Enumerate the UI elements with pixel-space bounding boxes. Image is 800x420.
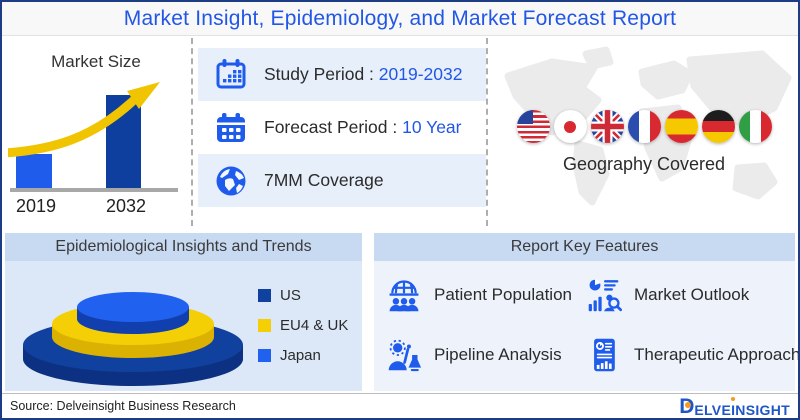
legend-item-us: US bbox=[258, 287, 348, 304]
page-title: Market Insight, Epidemiology, and Market… bbox=[123, 6, 677, 30]
flag-italy-icon bbox=[738, 110, 772, 143]
forecast-period-text: Forecast Period : 10 Year bbox=[264, 117, 462, 138]
dashed-divider bbox=[191, 38, 193, 226]
legend-swatch-us bbox=[258, 289, 271, 302]
globe-icon bbox=[216, 166, 246, 195]
flag-france-icon bbox=[627, 110, 661, 143]
epidemiology-body: US EU4 & UK Japan bbox=[5, 261, 362, 391]
logo-i-dot bbox=[731, 396, 736, 401]
tiered-podium-chart bbox=[23, 292, 243, 386]
footer: Source: Delveinsight Business Research D… bbox=[2, 393, 798, 418]
feature-label: Market Outlook bbox=[634, 285, 750, 304]
legend-label-japan: Japan bbox=[280, 347, 321, 364]
flag-germany-icon bbox=[701, 110, 735, 143]
market-outlook-icon bbox=[588, 279, 622, 312]
feature-market-outlook: Market Outlook bbox=[586, 277, 749, 313]
dashed-divider bbox=[486, 38, 488, 226]
flag-row bbox=[490, 110, 798, 143]
forecast-period-label: Forecast Period : bbox=[264, 117, 403, 137]
delveinsight-logo: DELVEINSIGHT bbox=[679, 396, 790, 417]
calendar-rings-icon bbox=[216, 58, 246, 88]
coverage-label: 7MM Coverage bbox=[264, 170, 384, 190]
logo-text: ELVE INSIGHT bbox=[694, 396, 790, 418]
market-size-panel: Market Size 2019 2032 bbox=[2, 36, 190, 228]
logo-d-mark: D bbox=[679, 396, 694, 417]
legend-item-japan: Japan bbox=[258, 347, 348, 364]
legend-swatch-eu4-uk bbox=[258, 319, 271, 332]
study-period-row: Study Period : 2019-2032 bbox=[198, 48, 486, 101]
feature-label: Patient Population bbox=[434, 285, 572, 304]
title-bar: Market Insight, Epidemiology, and Market… bbox=[2, 2, 798, 36]
coverage-text: 7MM Coverage bbox=[264, 170, 384, 191]
feature-label: Therapeutic Approaches bbox=[634, 345, 800, 364]
growth-arrow-head bbox=[127, 82, 160, 109]
legend-label-eu4-uk: EU4 & UK bbox=[280, 317, 349, 334]
podium-legend: US EU4 & UK Japan bbox=[258, 287, 348, 377]
calendar-filled-icon bbox=[217, 112, 245, 142]
coverage-row: 7MM Coverage bbox=[198, 154, 486, 207]
feature-pipeline-analysis: Pipeline Analysis bbox=[386, 337, 562, 373]
axis-label-2019: 2019 bbox=[15, 196, 57, 216]
feature-therapeutic-approaches: Therapeutic Approaches bbox=[586, 337, 800, 373]
forecast-period-row: Forecast Period : 10 Year bbox=[198, 101, 486, 154]
bar-2019 bbox=[16, 154, 52, 190]
therapeutic-approaches-icon bbox=[594, 338, 615, 372]
legend-swatch-japan bbox=[258, 349, 271, 362]
market-size-title: Market Size bbox=[51, 52, 141, 71]
flag-us-icon bbox=[516, 110, 550, 143]
epidemiology-header: Epidemiological Insights and Trends bbox=[5, 233, 362, 261]
geography-panel: Geography Covered bbox=[490, 38, 798, 228]
geography-caption: Geography Covered bbox=[562, 154, 726, 174]
patient-population-icon bbox=[389, 280, 419, 312]
flag-japan-icon bbox=[553, 110, 587, 143]
feature-label: Pipeline Analysis bbox=[434, 345, 562, 364]
study-period-label: Study Period : bbox=[264, 64, 379, 84]
logo-i-letter: I bbox=[731, 396, 736, 418]
axis-label-2032: 2032 bbox=[105, 196, 147, 216]
study-period-text: Study Period : 2019-2032 bbox=[264, 64, 463, 85]
study-period-value: 2019-2032 bbox=[378, 64, 463, 84]
report-features-panel: Report Key Features Patient Population bbox=[374, 233, 798, 391]
flag-spain-icon bbox=[664, 110, 698, 143]
logo-orange-dot bbox=[685, 401, 692, 408]
feature-patient-population: Patient Population bbox=[386, 277, 572, 313]
pipeline-analysis-icon bbox=[388, 339, 422, 372]
source-text: Source: Delveinsight Business Research bbox=[10, 399, 236, 413]
epidemiology-panel: Epidemiological Insights and Trends bbox=[5, 233, 362, 391]
forecast-period-value: 10 Year bbox=[402, 117, 462, 137]
report-features-body: Patient Population bbox=[374, 261, 798, 391]
legend-item-eu4-uk: EU4 & UK bbox=[258, 317, 348, 334]
study-info-panel: Study Period : 2019-2032 Forecast Period… bbox=[198, 48, 486, 207]
legend-label-us: US bbox=[280, 287, 301, 304]
market-size-bar-chart bbox=[8, 82, 178, 192]
growth-arrow-icon bbox=[8, 96, 138, 158]
flag-uk-icon bbox=[590, 110, 624, 143]
report-features-header: Report Key Features bbox=[374, 233, 795, 261]
